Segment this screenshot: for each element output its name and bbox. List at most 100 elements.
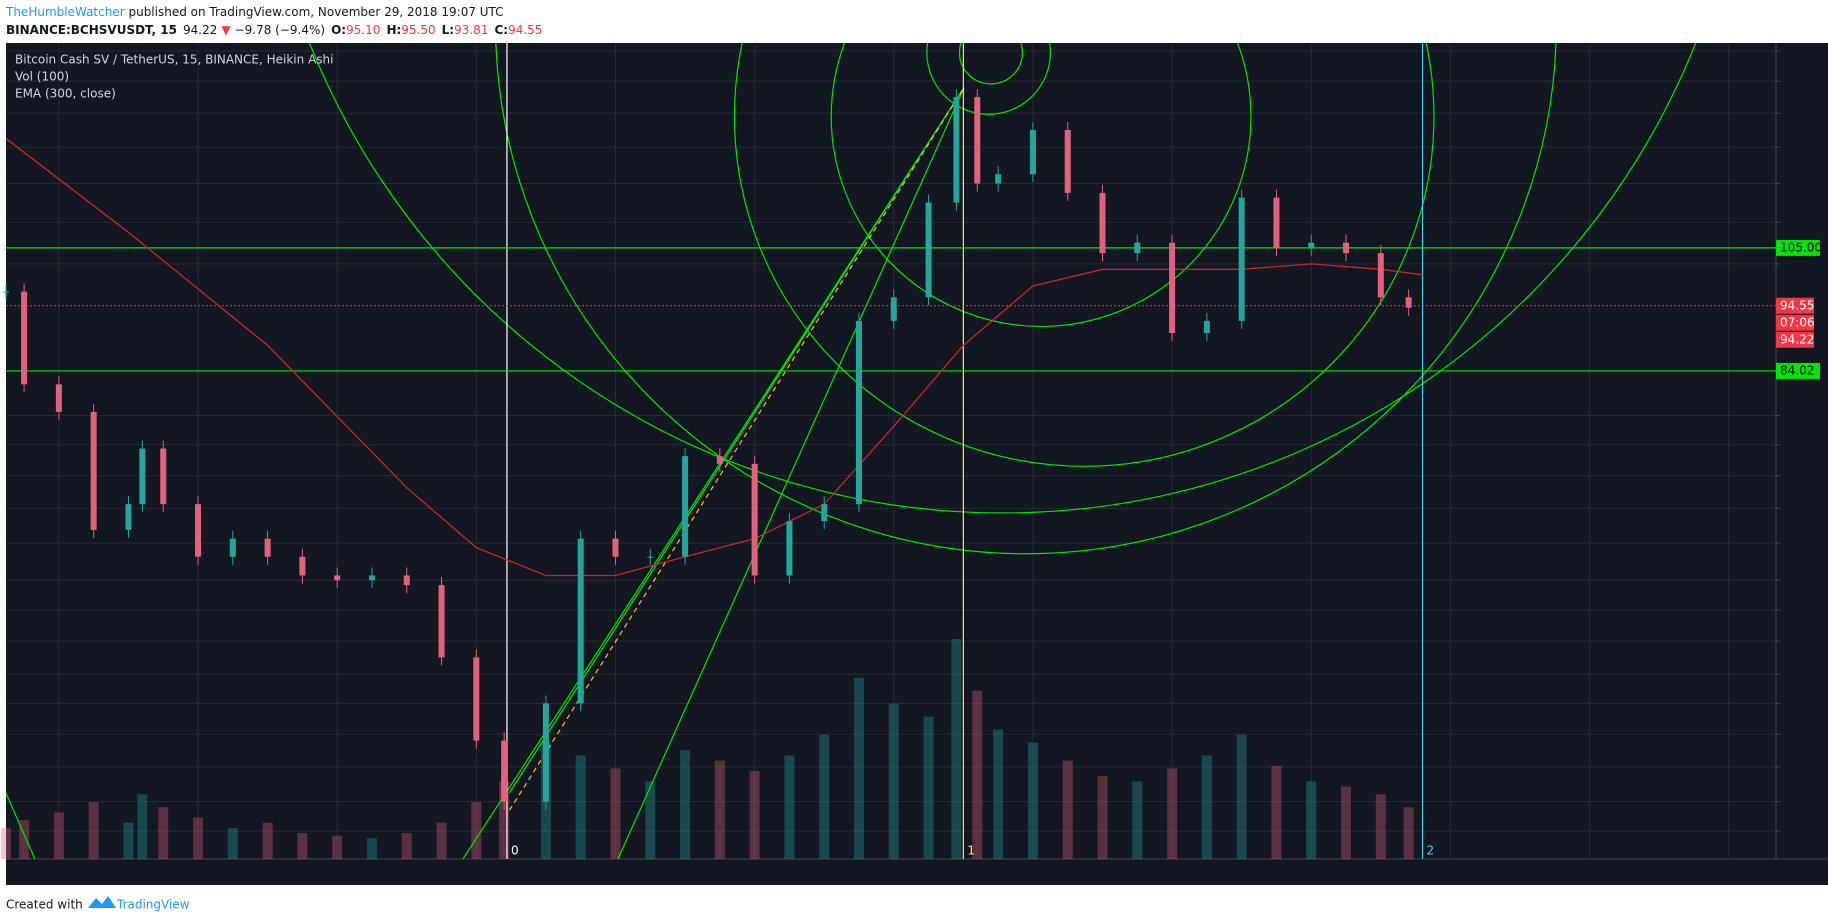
countdown: 07:06 [1780, 315, 1815, 329]
volume-bar [499, 781, 510, 859]
h: 95.50 [401, 23, 435, 37]
x-tick-label: 29 [1304, 867, 1319, 881]
candle [925, 202, 932, 298]
y-tick-label: 48.50 [1784, 667, 1818, 681]
volume-bar [645, 781, 656, 859]
indicator: EMA (300, close) [15, 87, 116, 101]
plot [1, 43, 1776, 859]
candle [299, 556, 306, 576]
y-tick-label: 110.00 [1784, 215, 1826, 229]
volume-bar [366, 838, 377, 859]
x-tick-label: 30 [1443, 867, 1458, 881]
volume-bar [1271, 765, 1282, 859]
candle [55, 384, 62, 412]
candle [334, 575, 341, 581]
candle [953, 97, 960, 203]
chart-title: Bitcoin Cash SV / TetherUS, 15, BINANCE,… [15, 53, 333, 67]
price-tag [1776, 331, 1814, 348]
footer-text: Created with [6, 898, 83, 912]
l: 93.81 [454, 23, 488, 37]
y-tick-label: 38.50 [1784, 794, 1818, 808]
y-tick-label: 69.50 [1784, 468, 1818, 482]
candle [751, 463, 758, 576]
candle [1029, 130, 1036, 175]
candle [542, 703, 549, 802]
volume-bar [1306, 781, 1317, 859]
candle [786, 521, 793, 576]
volume-bar [471, 802, 482, 859]
x-tick-label: Dec [1578, 867, 1601, 881]
y-tick-label: 36.50 [1784, 824, 1818, 838]
x-tick-label: 22 [330, 867, 345, 881]
volume-bar [819, 734, 830, 859]
volume-bar [1167, 768, 1178, 859]
y-tick-label: 118.00 [1784, 176, 1826, 190]
x-tick-label: 25 [747, 867, 762, 881]
volume-bar [88, 802, 99, 859]
author[interactable]: TheHumbleWatcher [5, 5, 125, 19]
volume-bar [888, 703, 899, 859]
candle [647, 556, 654, 558]
y-tick-label: 126.00 [1784, 140, 1826, 154]
candle [612, 538, 619, 557]
volume-bar [1, 827, 11, 859]
volume-bar [332, 835, 343, 859]
candle [1169, 242, 1176, 333]
volume-bar [123, 822, 134, 859]
vline-label: 0 [511, 844, 519, 858]
h-label: H: [386, 23, 401, 37]
footer-brand[interactable]: TradingView [116, 898, 190, 912]
candle [368, 575, 375, 581]
y-tick-label: 73.50 [1784, 437, 1818, 451]
volume-bar [1132, 781, 1143, 859]
volume-bar [1236, 734, 1247, 859]
y-tick-label: 61.50 [1784, 536, 1818, 550]
candle [195, 504, 202, 557]
vline-label: 2 [1427, 844, 1435, 858]
chart-background [6, 43, 1828, 885]
fib-drawing [508, 87, 965, 811]
volume-bar [1375, 794, 1386, 859]
candle [160, 448, 167, 505]
volume-bar [1062, 760, 1073, 859]
price-tag-label: 84.02 [1780, 363, 1814, 377]
x-tick-label: 21 [190, 867, 205, 881]
tv-logo [88, 896, 116, 908]
candle [473, 657, 480, 741]
volume-bar [1097, 776, 1108, 859]
volume-bar [972, 690, 983, 859]
candle [1377, 253, 1384, 298]
price-tag-label: 94.55 [1780, 298, 1814, 312]
y-tick-label: 41.00 [1784, 759, 1818, 773]
fib-drawing [6, 792, 36, 859]
indicator: Vol (100) [15, 70, 69, 84]
volume-bar [1201, 755, 1212, 859]
y-tick-label: 57.50 [1784, 573, 1818, 587]
candle [501, 740, 508, 802]
fib-drawing [958, 43, 1024, 85]
candle [3, 291, 9, 293]
y-tick-label: 51.50 [1784, 634, 1818, 648]
c: 94.55 [508, 23, 542, 37]
price-tag-label: 94.22 [1780, 332, 1814, 346]
volume-bar [227, 827, 238, 859]
y-tick-label: 142.00 [1784, 74, 1826, 88]
volume-bar [436, 822, 447, 859]
o: 95.10 [346, 23, 380, 37]
candle [403, 575, 410, 586]
volume-bar [158, 807, 169, 859]
volume-bar [610, 768, 621, 859]
published: published on TradingView.com, November 2… [125, 5, 504, 19]
candle [716, 456, 723, 464]
candle [995, 174, 1002, 184]
candle [90, 411, 97, 530]
candle [1238, 197, 1245, 321]
fib-drawing [308, 43, 1697, 514]
y-tick-label: 46.00 [1784, 696, 1818, 710]
l-label: L: [442, 23, 454, 37]
arrow: ▼ [221, 23, 231, 37]
volume-bar [1341, 786, 1352, 859]
price-tag [1776, 297, 1814, 314]
vline-label: 1 [967, 844, 975, 858]
x-tick-label: 20 [51, 867, 66, 881]
